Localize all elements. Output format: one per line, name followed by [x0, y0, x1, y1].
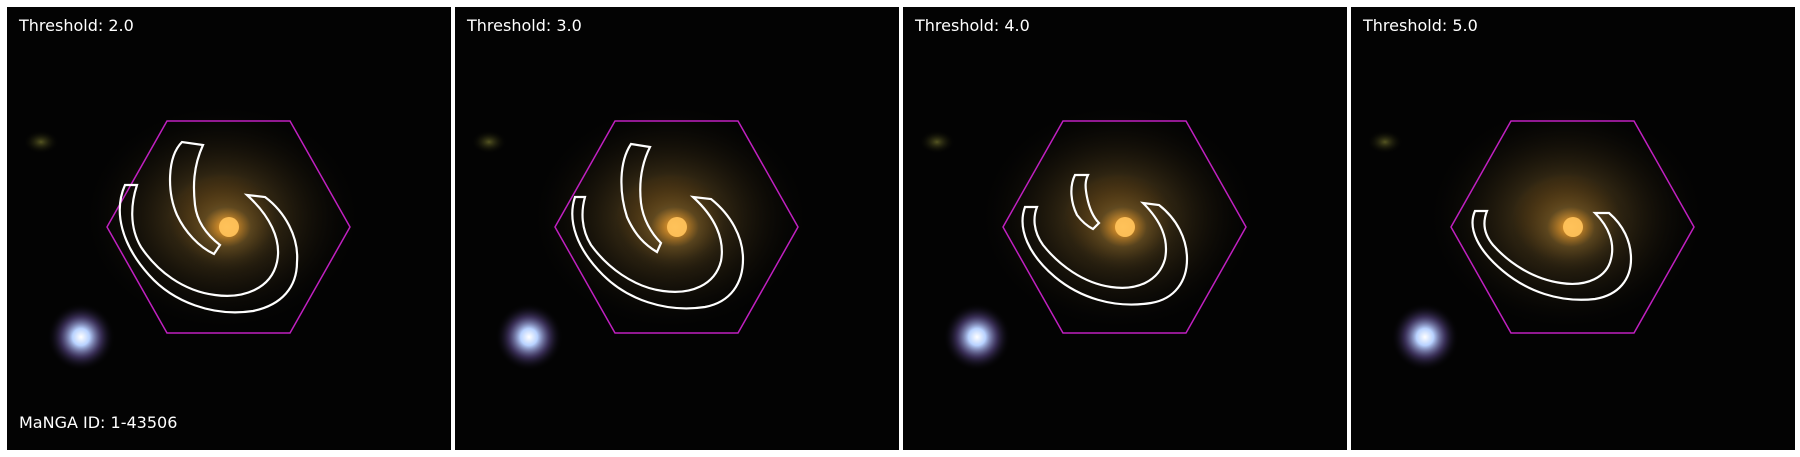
foreground-star [943, 303, 1011, 371]
galaxy-image [455, 7, 899, 450]
panel-threshold-5: Threshold: 5.0 [1351, 7, 1795, 450]
spiral-arm-contour [571, 142, 745, 310]
galaxy-core [1115, 217, 1135, 237]
spiral-arm-contour [1021, 173, 1189, 306]
foreground-star [47, 303, 115, 371]
foreground-star [1391, 303, 1459, 371]
galaxy-core [667, 217, 687, 237]
threshold-label: Threshold: 2.0 [19, 16, 134, 35]
panel-threshold-4: Threshold: 4.0 [903, 7, 1347, 450]
threshold-label: Threshold: 3.0 [467, 16, 582, 35]
galaxy-core [219, 217, 239, 237]
manga-id-label: MaNGA ID: 1-43506 [19, 413, 178, 432]
ifu-hexagon-outline [1002, 120, 1247, 334]
threshold-label: Threshold: 4.0 [915, 16, 1030, 35]
ifu-hexagon-outline [106, 120, 351, 334]
galaxy-image [1351, 7, 1795, 450]
panel-threshold-2: Threshold: 2.0 MaNGA ID: 1-43506 [7, 7, 451, 450]
galaxy-core [1563, 217, 1583, 237]
galaxy-image [7, 7, 451, 450]
galaxy-image [903, 7, 1347, 450]
ifu-hexagon-outline [554, 120, 799, 334]
threshold-label: Threshold: 5.0 [1363, 16, 1478, 35]
spiral-arm-contour [118, 140, 299, 314]
panel-threshold-3: Threshold: 3.0 [455, 7, 899, 450]
ifu-hexagon-outline [1450, 120, 1695, 334]
spiral-arm-contour [1471, 209, 1633, 301]
foreground-star [495, 303, 563, 371]
